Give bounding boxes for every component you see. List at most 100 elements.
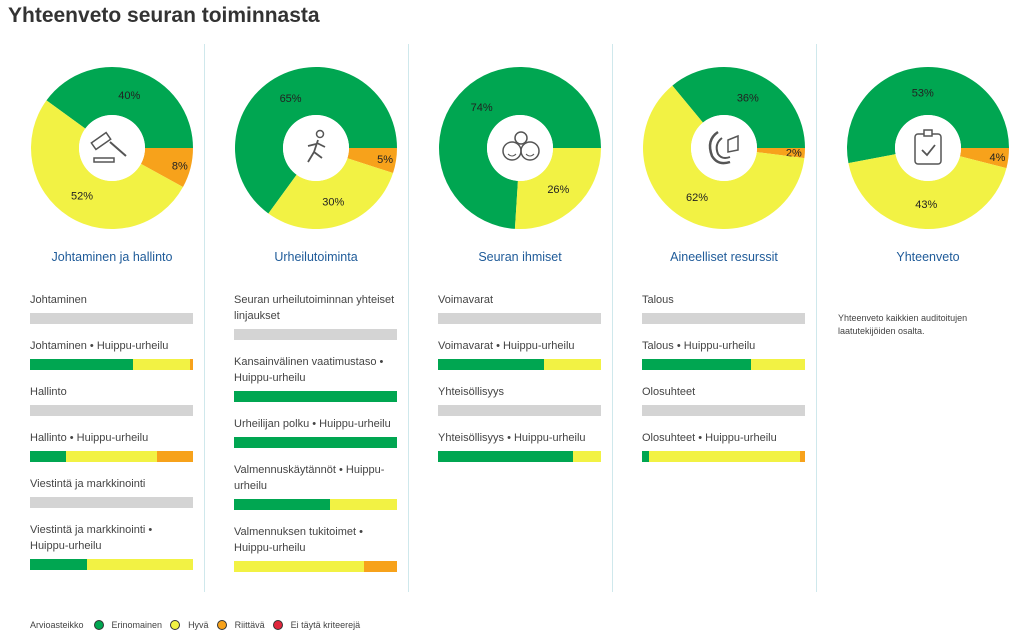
- rating-bar: [30, 559, 193, 570]
- runner-icon: [307, 129, 326, 163]
- bar-segment-orange: [157, 451, 193, 462]
- bar-segment-yellow: [330, 499, 397, 510]
- donut-slice-orange: [756, 148, 805, 159]
- criterion-item: Seuran urheilutoiminnan yhteiset linjauk…: [234, 292, 397, 340]
- rating-bar: [234, 499, 397, 510]
- criterion-label: Voimavarat: [438, 294, 494, 306]
- criterion-label: Viestintä ja markkinointi: [30, 478, 146, 490]
- bar-segment-yellow: [87, 559, 193, 570]
- criterion-item: Voimavarat • Huippu-urheilu: [438, 338, 601, 370]
- legend-label: Erinomainen: [111, 620, 163, 630]
- criterion-label: Talous • Huippu-urheilu: [642, 340, 756, 352]
- criterion-item: Yhteisöllisyys: [438, 384, 601, 416]
- criterion-item: Talous: [642, 292, 805, 324]
- criterion-label: Yhteisöllisyys: [438, 386, 505, 398]
- donut-slice-orange: [959, 148, 1009, 169]
- donut-chart: 40% 8% 52%: [31, 66, 193, 229]
- bar-segment-green: [234, 499, 331, 510]
- summary-description: Yhteenveto kaikkien auditoitujen laatute…: [838, 313, 968, 336]
- donut-label-green: 40%: [118, 90, 140, 102]
- criterion-item: Voimavarat: [438, 292, 601, 324]
- legend-label: Ei täytä kriteerejä: [290, 620, 361, 630]
- column-title[interactable]: Johtaminen ja hallinto: [51, 250, 173, 264]
- rating-bar: [30, 405, 193, 416]
- rating-bar: [234, 391, 397, 402]
- criterion-item: Talous • Huippu-urheilu: [642, 338, 805, 370]
- rating-bar: [438, 313, 601, 324]
- legend-dot-icon: [93, 620, 104, 630]
- donut-chart: 74% 26%: [439, 67, 601, 229]
- donut-chart: 36%2%62%: [643, 67, 805, 229]
- column-title[interactable]: Seuran ihmiset: [478, 250, 562, 264]
- bar-segment-orange: [800, 451, 805, 462]
- donut-label-green: 65%: [280, 93, 302, 105]
- donut-slice-orange: [347, 148, 397, 174]
- rating-bar: [438, 359, 601, 370]
- rating-bar: [642, 405, 805, 416]
- column-2: 74% 26% Seuran ihmiset Voimavarat Voimavarat…: [408, 44, 613, 592]
- donut-slice-green: [847, 67, 1009, 164]
- donut-slice-yellow: [268, 158, 394, 229]
- donut-label-green: 53%: [912, 87, 934, 99]
- rating-bar: [438, 405, 601, 416]
- bar-segment-orange: [189, 359, 193, 370]
- clipboard-check-icon: [914, 129, 942, 165]
- resources-icon: [708, 130, 739, 165]
- criterion-item: Urheilijan polku • Huippu-urheilu: [234, 416, 397, 448]
- criterion-item: Olosuhteet • Huippu-urheilu: [642, 430, 805, 462]
- donut-label-yellow: 26%: [547, 184, 569, 196]
- criterion-item: Viestintä ja markkinointi • Huippu-urhei…: [30, 522, 193, 570]
- rating-bar: [30, 313, 193, 324]
- criterion-item: Olosuhteet: [642, 384, 805, 416]
- criterion-item: Valmennuskäytännöt • Huippu-urheilu: [234, 462, 397, 510]
- criterion-label: Urheilijan polku • Huippu-urheilu: [234, 418, 391, 430]
- donut-slice-green: [235, 67, 397, 214]
- legend-dot-icon: [216, 620, 227, 630]
- criterion-label: Olosuhteet: [642, 386, 696, 398]
- criterion-item: Kansainvälinen vaatimustaso • Huippu-urh…: [234, 354, 397, 402]
- criterion-label: Valmennuskäytännöt • Huippu-urheilu: [234, 464, 385, 492]
- criterion-label: Johtaminen: [30, 294, 87, 306]
- legend-label: Riittävä: [234, 620, 265, 630]
- bar-segment-yellow: [132, 359, 190, 370]
- rating-bar: [234, 437, 397, 448]
- column-title[interactable]: Aineelliset resurssit: [670, 250, 778, 264]
- donut-chart: 53% 4% 43%: [847, 67, 1009, 230]
- criterion-label: Voimavarat • Huippu-urheilu: [438, 340, 575, 352]
- donut-label-yellow: 52%: [71, 190, 93, 202]
- criterion-item: Johtaminen • Huippu-urheilu: [30, 338, 193, 370]
- donut-label-green: 74%: [471, 102, 493, 114]
- donut-slice-orange: [140, 148, 193, 188]
- column-1: 65% 5% 30% Urheilutoiminta Seuran urheilutoi…: [204, 44, 409, 592]
- bar-segment-green: [30, 359, 133, 370]
- donut-slice-yellow: [31, 100, 183, 229]
- criterion-label: Valmennuksen tukitoimet • Huippu-urheilu: [234, 526, 363, 554]
- criterion-item: Viestintä ja markkinointi: [30, 476, 193, 508]
- rating-bar: [30, 359, 193, 370]
- criterion-label: Talous: [642, 294, 674, 306]
- bar-segment-yellow: [65, 451, 158, 462]
- bar-segment-green: [30, 451, 66, 462]
- bar-segment-green: [642, 359, 752, 370]
- column-title[interactable]: Urheilutoiminta: [274, 250, 358, 264]
- criterion-label: Johtaminen • Huippu-urheilu: [30, 340, 169, 352]
- column-title[interactable]: Yhteenveto: [896, 250, 960, 264]
- bar-segment-yellow: [751, 359, 805, 370]
- bar-segment-green: [30, 559, 88, 570]
- donut-slice-yellow: [848, 154, 1007, 230]
- donut-label-orange: 5%: [377, 154, 393, 166]
- donut-label-yellow: 30%: [322, 196, 344, 208]
- criterion-label: Viestintä ja markkinointi • Huippu-urhei…: [30, 524, 153, 552]
- legend-dot-icon: [170, 620, 181, 630]
- criterion-label: Hallinto: [30, 386, 67, 398]
- criterion-label: Kansainvälinen vaatimustaso • Huippu-urh…: [234, 356, 384, 384]
- criterion-item: Valmennuksen tukitoimet • Huippu-urheilu: [234, 524, 397, 572]
- page-title: Yhteenveto seuran toiminnasta: [8, 4, 320, 27]
- rating-bar: [30, 497, 193, 508]
- column-4: 53% 4% 43% Yhteenveto Yhteenveto kaikkien au…: [816, 44, 1020, 592]
- bar-segment-yellow: [573, 451, 601, 462]
- criterion-label: Olosuhteet • Huippu-urheilu: [642, 432, 777, 444]
- legend-title: Arvioasteikko: [30, 620, 84, 630]
- rating-bar: [30, 451, 193, 462]
- criterion-label: Yhteisöllisyys • Huippu-urheilu: [438, 432, 586, 444]
